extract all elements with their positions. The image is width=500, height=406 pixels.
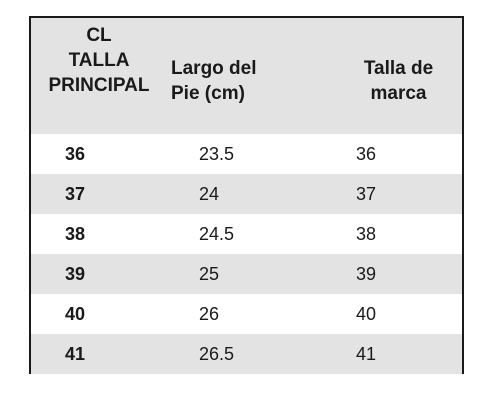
table-row: 38 24.5 38 [31, 214, 462, 254]
cell-talla-principal: 37 [65, 184, 86, 204]
header-talla-principal: CL TALLA PRINCIPAL [48, 25, 150, 96]
cell-largo-pie: 23.5 [199, 144, 235, 164]
cell-largo-pie: 26 [199, 304, 220, 324]
cell-talla-marca: 37 [356, 184, 377, 204]
cell-largo-pie: 24 [199, 184, 220, 204]
header-largo-pie: Largo del Pie (cm) [171, 58, 257, 104]
cell-talla-marca: 36 [356, 144, 377, 164]
table-row: 37 24 37 [31, 174, 462, 214]
cell-largo-pie: 26.5 [199, 344, 235, 364]
cell-talla-marca: 40 [356, 304, 377, 324]
cell-talla-marca: 41 [356, 344, 377, 364]
table-body: 36 23.5 36 37 24 37 38 24.5 38 39 25 39 … [31, 134, 462, 374]
cell-talla-principal: 38 [65, 224, 86, 244]
table-row: 41 26.5 41 [31, 334, 462, 374]
cell-largo-pie: 24.5 [199, 224, 235, 244]
table-row: 40 26 40 [31, 294, 462, 334]
cell-talla-principal: 41 [65, 344, 86, 364]
cell-talla-marca: 39 [356, 264, 377, 284]
cell-talla-principal: 40 [65, 304, 86, 324]
size-table: CL TALLA PRINCIPAL Largo del Pie (cm) Ta… [29, 16, 464, 374]
cell-talla-principal: 36 [65, 144, 86, 164]
cell-talla-principal: 39 [65, 264, 86, 284]
table-header: CL TALLA PRINCIPAL Largo del Pie (cm) Ta… [31, 18, 462, 134]
cell-largo-pie: 25 [199, 264, 220, 284]
header-talla-marca: Talla de marca [363, 58, 434, 104]
table-row: 39 25 39 [31, 254, 462, 294]
table-row: 36 23.5 36 [31, 134, 462, 174]
cell-talla-marca: 38 [356, 224, 377, 244]
